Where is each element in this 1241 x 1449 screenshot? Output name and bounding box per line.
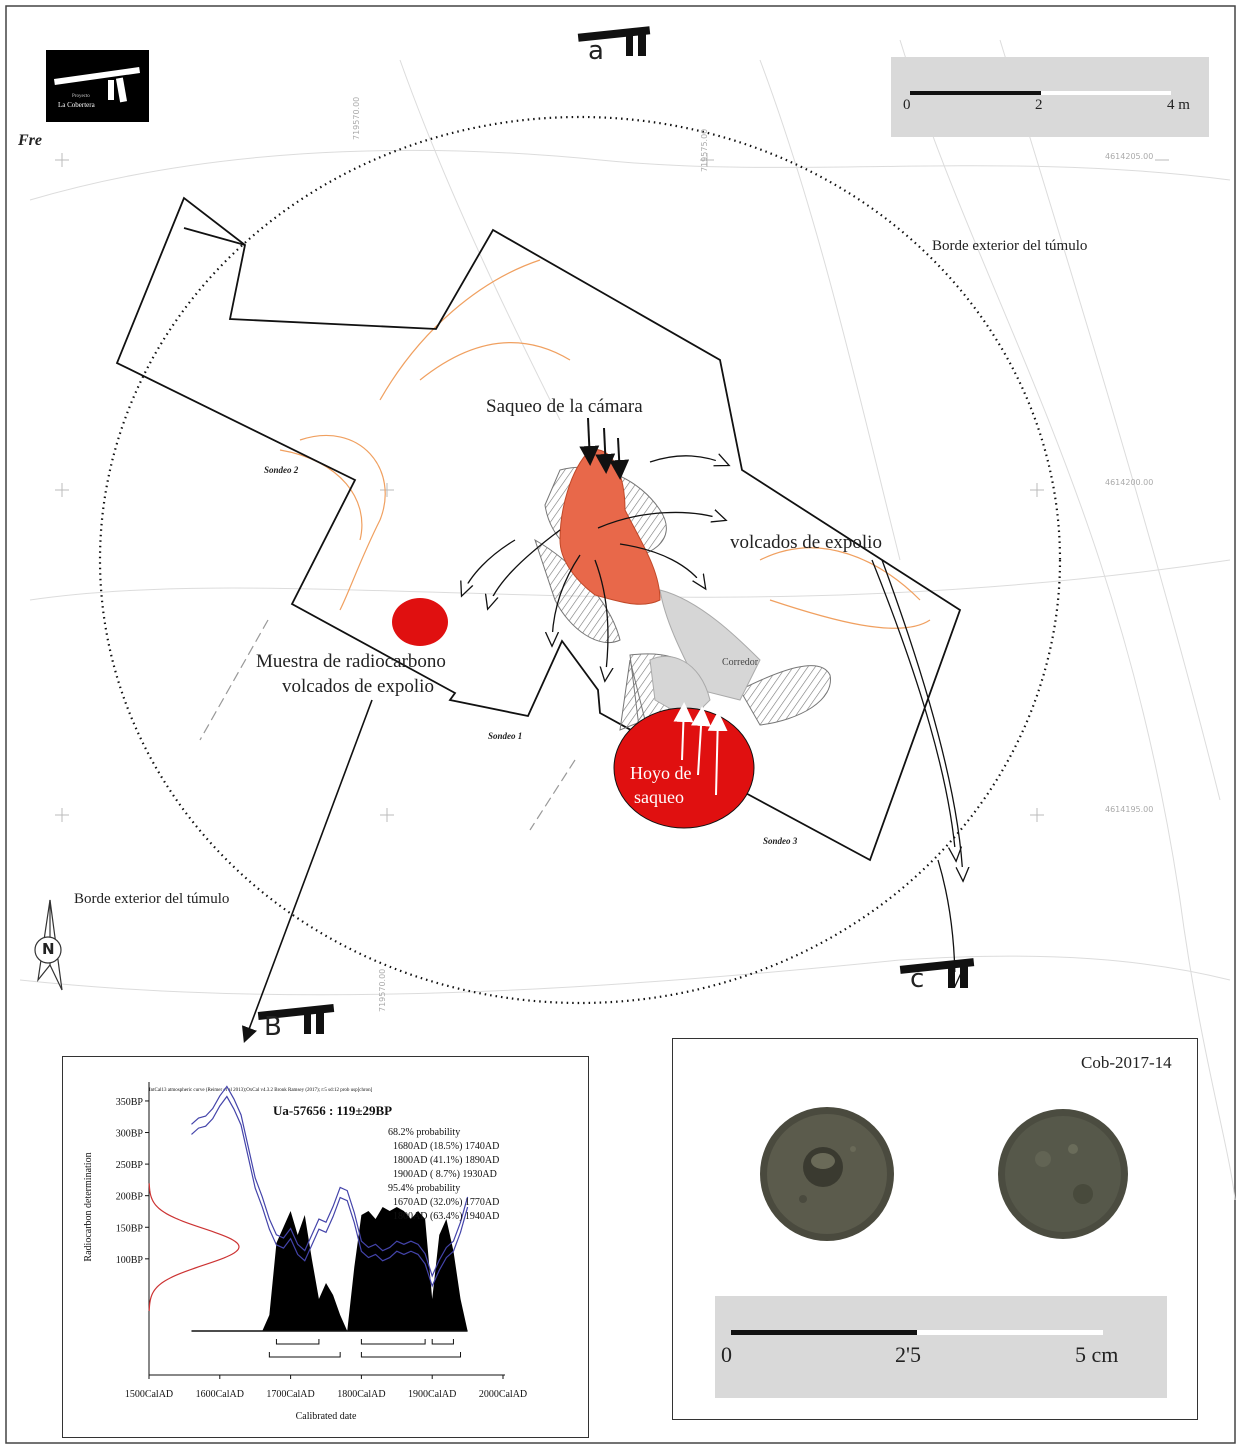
prob68-header: 68.2% probability xyxy=(388,1127,460,1138)
calibrated-probability-area xyxy=(262,1207,468,1331)
logo-brand-name: La Cobertera xyxy=(58,101,95,109)
y-tick-label: 100BP xyxy=(116,1255,144,1266)
x-axis-label: Calibrated date xyxy=(296,1411,357,1422)
chamber-loot-area xyxy=(559,449,661,605)
y-axis-label: Radiocarbon determination xyxy=(83,1152,94,1261)
map-scale-tick-2: 2 xyxy=(1035,97,1043,113)
coord-y1: 4614205.00 xyxy=(1105,152,1154,161)
chart-title: Ua-57656 : 119±29BP xyxy=(273,1103,392,1118)
north-arrow xyxy=(34,899,63,991)
map-scale-tick-4m: 4 m xyxy=(1167,97,1190,113)
measured-date-distribution xyxy=(148,1183,240,1311)
section-letter-a: a xyxy=(588,36,604,66)
excavation-outline xyxy=(115,196,962,862)
background-contours xyxy=(19,39,1236,1201)
section-marker-b xyxy=(257,1004,335,1034)
button-back-image xyxy=(998,1109,1128,1239)
map-scale-box: 0 2 4 m xyxy=(891,57,1209,137)
y-tick-label: 200BP xyxy=(116,1192,144,1203)
chart-header: IntCal13 atmospheric curve (Reimer et al… xyxy=(149,1088,373,1093)
coord-y3: 4614195.00 xyxy=(1105,805,1154,814)
signature: Fre xyxy=(18,132,42,149)
corridor-stones xyxy=(649,589,761,721)
radiocarbon-chart-panel: IntCal13 atmospheric curve (Reimer et al… xyxy=(62,1056,589,1438)
y-tick-label: 150BP xyxy=(116,1223,144,1234)
prob68-range: 1800AD (41.1%) 1890AD xyxy=(393,1155,499,1166)
calibration-curve-band-lower xyxy=(191,1085,469,1278)
label-sondeo2: Sondeo 2 xyxy=(264,465,299,475)
label-hoyo-line2: saqueo xyxy=(634,787,684,807)
chamber-loot-arrows xyxy=(579,417,630,480)
range-95-bracket xyxy=(268,1352,341,1358)
label-muestra-line2: volcados de expolio xyxy=(282,676,434,697)
section-marker-c xyxy=(899,958,975,988)
spoil-dump-arrows xyxy=(462,456,963,985)
label-corredor: Corredor xyxy=(722,657,759,668)
x-tick-label: 1800CalAD xyxy=(337,1389,385,1400)
prob68-range: 1680AD (18.5%) 1740AD xyxy=(393,1141,499,1152)
photo-scale-tick-2-5: 2'5 xyxy=(895,1342,921,1367)
calibration-curve-band-upper xyxy=(191,1095,469,1288)
range-68-bracket xyxy=(360,1339,426,1345)
x-tick-label: 1600CalAD xyxy=(196,1389,244,1400)
photo-scale-tick-5cm: 5 cm xyxy=(1075,1342,1119,1367)
y-tick-label: 300BP xyxy=(116,1129,144,1140)
map-scale-bar-white xyxy=(1041,91,1171,95)
grid-crosses xyxy=(55,153,1169,822)
prob95-range: 1800AD (63.4%) 1940AD xyxy=(393,1211,499,1222)
sample-to-chart-arrow xyxy=(241,699,373,1043)
x-tick-label: 2000CalAD xyxy=(479,1389,527,1400)
y-tick-label: 350BP xyxy=(116,1097,144,1108)
logo-brand-small: Proyecto xyxy=(72,94,90,99)
calibration-chart: IntCal13 atmospheric curve (Reimer et al… xyxy=(83,1082,527,1422)
coord-x3: 719570.00 xyxy=(378,968,387,1012)
prob95-header: 95.4% probability xyxy=(388,1183,460,1194)
range-68-bracket xyxy=(275,1339,320,1345)
coord-x2: 719575.00 xyxy=(700,128,709,172)
label-saqueo-camara: Saqueo de la cámara xyxy=(486,396,643,417)
map-scale-bar-black xyxy=(910,91,1041,95)
north-letter: N xyxy=(42,940,55,958)
sample-id-label: Cob-2017-14 xyxy=(1081,1053,1172,1072)
photo-scale-bar-black xyxy=(731,1330,917,1335)
button-front-image xyxy=(760,1107,894,1241)
label-sondeo3: Sondeo 3 xyxy=(763,836,798,846)
prob68-range: 1900AD ( 8.7%) 1930AD xyxy=(393,1169,497,1180)
map-scale-tick-0: 0 xyxy=(903,97,911,113)
coord-y2: 4614200.00 xyxy=(1105,478,1154,487)
label-muestra-line1: Muestra de radiocarbono xyxy=(256,651,446,672)
section-marker-a xyxy=(577,26,651,56)
range-95-bracket xyxy=(360,1352,462,1358)
label-volcados: volcados de expolio xyxy=(730,532,882,553)
looting-pit-arrows xyxy=(673,702,728,796)
photo-scale-box: 0 2'5 5 cm xyxy=(715,1296,1167,1398)
x-tick-label: 1900CalAD xyxy=(408,1389,456,1400)
section-letter-b: B xyxy=(264,1012,282,1042)
tumulus-edge-circle xyxy=(98,115,1062,1005)
orange-contours xyxy=(279,259,931,629)
label-sondeo1: Sondeo 1 xyxy=(488,731,523,741)
coord-x1: 719570.00 xyxy=(352,96,361,140)
label-hoyo-line1: Hoyo de xyxy=(630,763,692,783)
figure-frame xyxy=(5,5,1236,1444)
range-68-bracket xyxy=(431,1339,454,1345)
radiocarbon-sample-marker xyxy=(392,598,448,646)
x-tick-label: 1500CalAD xyxy=(125,1389,173,1400)
section-letter-c: c xyxy=(910,964,925,994)
y-tick-label: 250BP xyxy=(116,1160,144,1171)
artifact-photo-panel: Cob-2017-14 0 2'5 5 cm xyxy=(672,1038,1198,1420)
photo-scale-bar-white xyxy=(917,1330,1103,1335)
label-tumulus-edge-bottom: Borde exterior del túmulo xyxy=(74,891,230,907)
x-tick-label: 1700CalAD xyxy=(266,1389,314,1400)
label-tumulus-edge-top: Borde exterior del túmulo xyxy=(932,238,1088,254)
excavation-inner-line xyxy=(183,227,246,246)
project-logo: Proyecto La Cobertera xyxy=(46,50,149,122)
prob95-range: 1670AD (32.0%) 1770AD xyxy=(393,1197,499,1208)
photo-scale-tick-0: 0 xyxy=(721,1342,732,1367)
